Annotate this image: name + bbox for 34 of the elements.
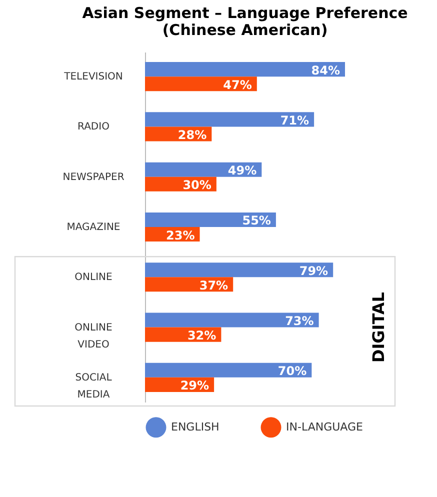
data-label: 79% xyxy=(299,264,328,278)
bar xyxy=(145,312,319,328)
y-tick-label: ONLINE xyxy=(74,272,112,284)
chart-title: Asian Segment – Language Preference xyxy=(82,4,408,22)
data-label: 28% xyxy=(178,128,207,142)
bar xyxy=(145,112,314,127)
chart-subtitle: (Chinese American) xyxy=(162,21,328,39)
y-tick-label: TELEVISION xyxy=(63,72,123,83)
bar xyxy=(145,262,334,278)
data-label: 84% xyxy=(311,63,340,78)
data-label: 71% xyxy=(280,113,310,128)
y-tick-label: RADIO xyxy=(78,122,110,133)
bar xyxy=(145,62,345,77)
bar xyxy=(145,362,312,378)
legend-label: IN-LANGUAGE xyxy=(286,420,364,434)
legend-label: ENGLISH xyxy=(171,420,220,434)
data-label: 70% xyxy=(278,364,307,378)
data-label: 73% xyxy=(285,314,314,328)
data-label: 32% xyxy=(187,328,216,343)
bar xyxy=(145,212,276,227)
data-label: 30% xyxy=(182,178,212,192)
data-label: 49% xyxy=(228,164,257,178)
text: DIGITAL xyxy=(369,292,388,363)
data-label: 47% xyxy=(223,78,252,92)
bar xyxy=(145,76,257,92)
bar xyxy=(145,162,262,177)
data-label: 37% xyxy=(199,278,228,292)
y-tick-label: MAGAZINE xyxy=(66,222,120,233)
y-tick-label: ONLINE VIDEO xyxy=(74,322,112,350)
data-label: 29% xyxy=(180,378,210,393)
y-tick-label: SOCIAL MEDIA xyxy=(75,372,112,400)
data-label: 23% xyxy=(166,228,195,242)
y-tick-label: NEWSPAPER xyxy=(62,172,124,183)
data-label: 55% xyxy=(242,214,271,228)
